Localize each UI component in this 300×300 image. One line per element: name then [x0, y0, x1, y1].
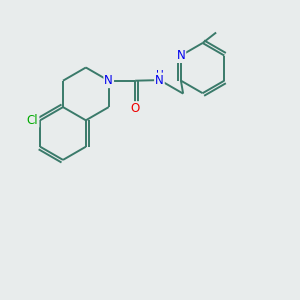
Text: H: H	[156, 70, 164, 80]
Text: Cl: Cl	[27, 114, 38, 127]
Text: N: N	[176, 49, 185, 62]
Text: N: N	[155, 74, 164, 87]
Text: N: N	[104, 74, 113, 87]
Text: O: O	[130, 102, 140, 115]
